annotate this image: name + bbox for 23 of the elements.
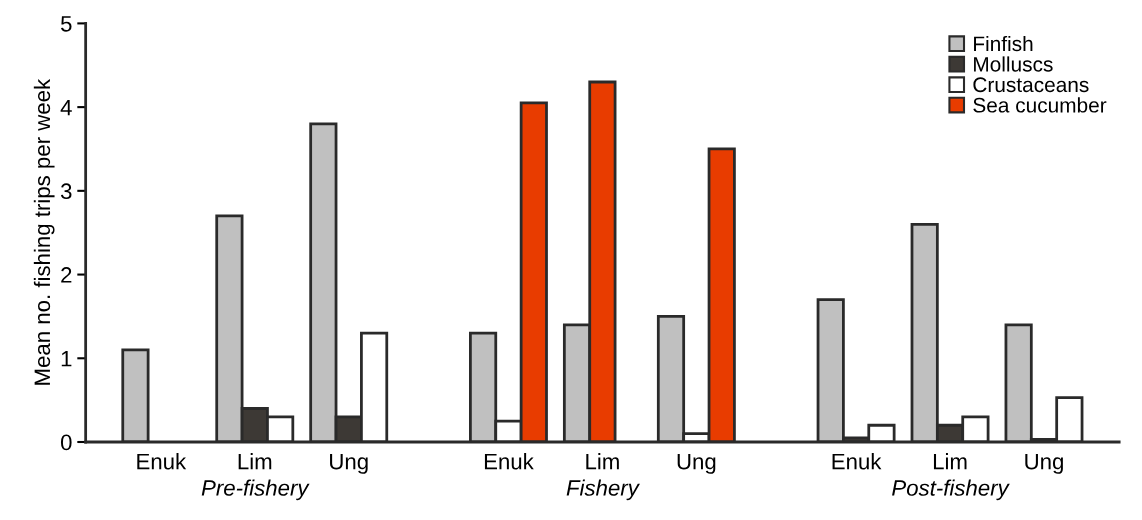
y-tick-label: 3 bbox=[60, 183, 72, 200]
x-tick-label: Enuk bbox=[832, 453, 882, 470]
x-tick-label: Enuk bbox=[484, 453, 534, 470]
legend-label: Crustaceans bbox=[973, 77, 1089, 93]
x-tick-label: Ung bbox=[677, 453, 716, 474]
text: Fishery bbox=[566, 479, 640, 501]
x-tick-label: Ung bbox=[1025, 453, 1063, 474]
x-tick-label: Enuk bbox=[137, 453, 187, 470]
y-tick-label: 4 bbox=[60, 99, 72, 116]
x-tick-label: Lim bbox=[586, 453, 619, 470]
legend-label: Finfish bbox=[974, 35, 1033, 52]
x-tick-label: Lim bbox=[238, 453, 272, 470]
legend-label: Molluscs bbox=[974, 56, 1053, 72]
y-tick-label: 2 bbox=[61, 267, 72, 283]
y-tick-label: 5 bbox=[60, 16, 72, 32]
y-tick-label: 0 bbox=[60, 434, 72, 451]
x-tick-label: Lim bbox=[933, 453, 967, 470]
legend-label: Sea cucumber bbox=[973, 97, 1107, 113]
y-axis-title: Mean no. fishing trips per week bbox=[33, 78, 55, 385]
x-tick-label: Ung bbox=[330, 453, 368, 474]
text: Pre-fishery bbox=[201, 479, 310, 501]
text: Post-fishery bbox=[892, 479, 1010, 501]
y-tick-label: 1 bbox=[61, 351, 72, 367]
